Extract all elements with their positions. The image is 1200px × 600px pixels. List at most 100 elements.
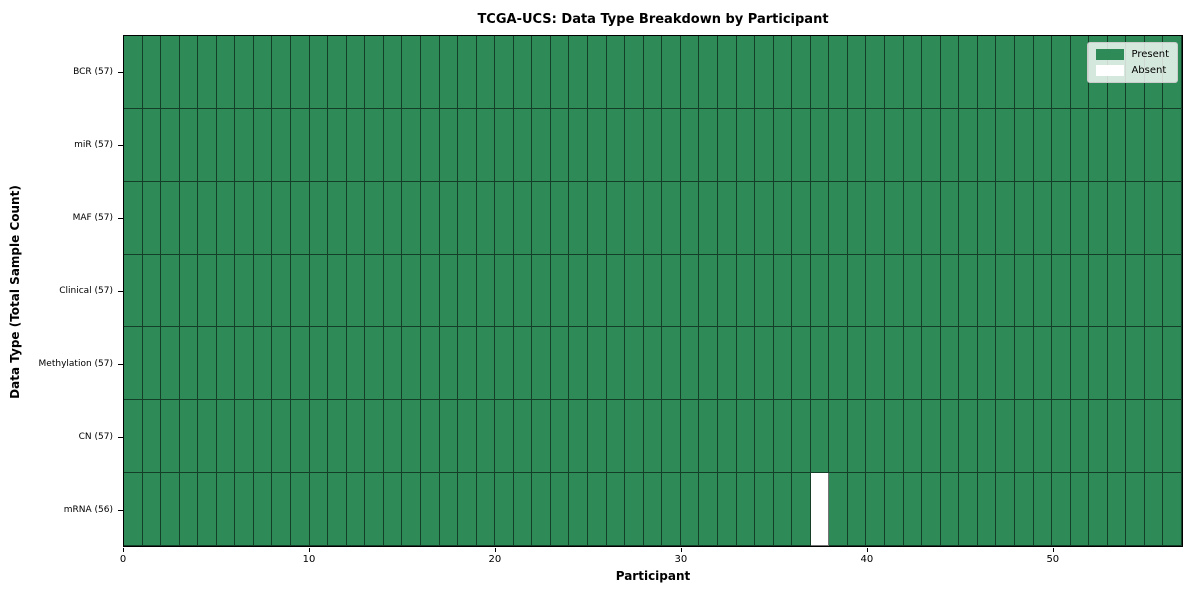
y-tick-label: mRNA (56) [63, 505, 113, 516]
heatmap-cell [383, 327, 403, 401]
heatmap-cell [1126, 108, 1145, 182]
heatmap-cell [977, 108, 997, 182]
heatmap-cell [1014, 400, 1034, 474]
heatmap-cell [977, 254, 997, 328]
heatmap-cell [1033, 108, 1053, 182]
heatmap-cell [922, 473, 941, 546]
heatmap-cell [1052, 108, 1071, 182]
heatmap-cell [977, 327, 997, 401]
heatmap-cell [198, 181, 217, 255]
heatmap-cell [291, 108, 310, 182]
heatmap-cell [977, 473, 997, 546]
heatmap-cell [1126, 473, 1145, 546]
heatmap-cell [476, 108, 496, 182]
heatmap-cell [328, 36, 347, 109]
heatmap-cell [588, 473, 607, 546]
heatmap-cell [124, 254, 143, 328]
y-tick-mark [118, 364, 123, 366]
heatmap-cell [179, 181, 199, 255]
heatmap-cell [996, 36, 1015, 109]
heatmap-cell [996, 108, 1015, 182]
heatmap-cell [643, 36, 663, 109]
heatmap-cell [216, 327, 236, 401]
heatmap-cell [977, 36, 997, 109]
heatmap-cell [495, 36, 514, 109]
heatmap-cell [977, 181, 997, 255]
heatmap-cell [810, 36, 830, 109]
heatmap-cell [643, 254, 663, 328]
heatmap-cell [161, 181, 180, 255]
heatmap-cell [922, 254, 941, 328]
heatmap-cell [1033, 327, 1053, 401]
heatmap-cell [124, 473, 143, 546]
heatmap-cell [1033, 36, 1053, 109]
heatmap-cell [847, 254, 867, 328]
heatmap-cell [216, 400, 236, 474]
heatmap-cell [309, 108, 329, 182]
heatmap-cell [588, 181, 607, 255]
heatmap-cell [550, 473, 570, 546]
heatmap-cell [736, 327, 756, 401]
heatmap-cell [179, 254, 199, 328]
heatmap-cell [810, 327, 830, 401]
heatmap-cell [124, 36, 143, 109]
heatmap-cell [439, 327, 459, 401]
heatmap-cell [1163, 400, 1182, 474]
heatmap-cell [383, 108, 403, 182]
heatmap-cell [216, 254, 236, 328]
heatmap-cell [1052, 327, 1071, 401]
heatmap-cell [458, 327, 477, 401]
heatmap-cell [532, 181, 551, 255]
heatmap-cell [625, 254, 644, 328]
heatmap-cell [792, 181, 811, 255]
heatmap-cell [420, 36, 440, 109]
heatmap-cell [903, 181, 923, 255]
heatmap-cell [606, 108, 626, 182]
heatmap-cell [1033, 254, 1053, 328]
heatmap-cell [1089, 108, 1108, 182]
heatmap-cell [365, 254, 384, 328]
heatmap-cell [736, 36, 756, 109]
heatmap-cell [847, 473, 867, 546]
heatmap-cell [179, 400, 199, 474]
heatmap-cell [532, 327, 551, 401]
heatmap-cell [662, 473, 681, 546]
heatmap-cell [755, 327, 774, 401]
heatmap-cell [328, 181, 347, 255]
heatmap-cell [198, 400, 217, 474]
heatmap-cell [903, 36, 923, 109]
heatmap-cell [309, 400, 329, 474]
heatmap-cell [142, 254, 162, 328]
heatmap-cell [699, 181, 718, 255]
heatmap-cell [235, 254, 254, 328]
heatmap-cell [513, 36, 533, 109]
heatmap-cell [755, 400, 774, 474]
heatmap-cell [662, 400, 681, 474]
heatmap-cell [940, 254, 960, 328]
heatmap-cell [402, 327, 421, 401]
heatmap-cell [550, 254, 570, 328]
heatmap-cell [458, 400, 477, 474]
y-tick-label: MAF (57) [72, 212, 113, 223]
heatmap-cell [383, 473, 403, 546]
heatmap-cell [1070, 473, 1090, 546]
legend-swatch-present-icon [1096, 49, 1125, 60]
heatmap-cell [662, 36, 681, 109]
heatmap-cell [606, 181, 626, 255]
heatmap-cell [959, 400, 978, 474]
heatmap-cell [940, 108, 960, 182]
heatmap-cell [272, 473, 292, 546]
heatmap-cell [662, 327, 681, 401]
y-tick-label: Clinical (57) [59, 286, 113, 296]
heatmap-cell [253, 36, 273, 109]
heatmap-cell [532, 473, 551, 546]
heatmap-cell [495, 327, 514, 401]
heatmap-cell [402, 473, 421, 546]
heatmap-cell [532, 36, 551, 109]
heatmap-cell [216, 473, 236, 546]
heatmap-cell [847, 108, 867, 182]
heatmap-cell [885, 473, 904, 546]
heatmap-cell [569, 400, 589, 474]
heatmap-cell [420, 473, 440, 546]
heatmap-cell [328, 327, 347, 401]
